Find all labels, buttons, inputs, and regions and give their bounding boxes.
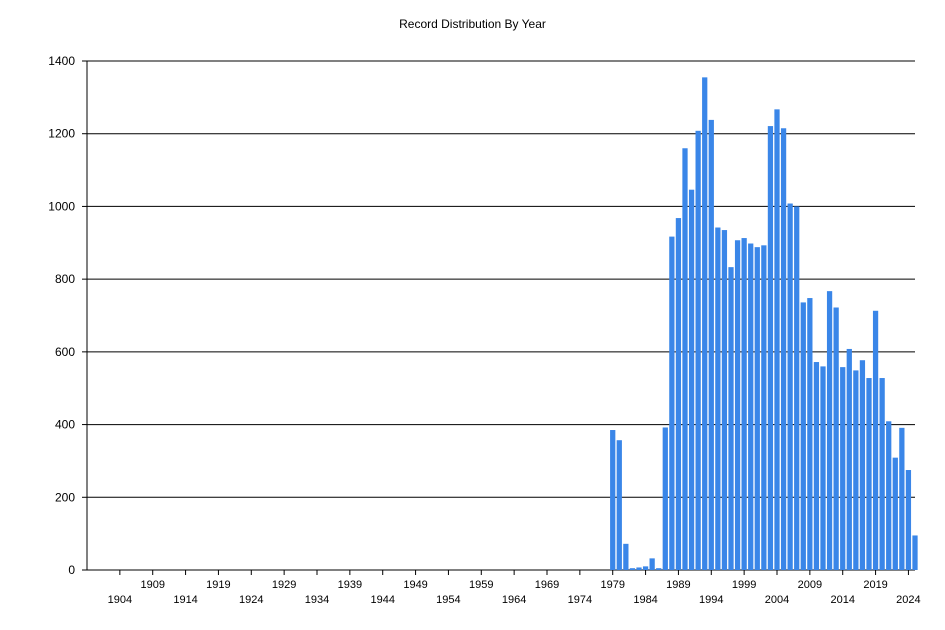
x-tick-label: 1974: [568, 594, 592, 606]
y-tick-label: 1000: [48, 199, 75, 213]
x-tick-label: 1934: [305, 594, 329, 606]
bar-2019: [872, 310, 879, 570]
y-tick-label: 600: [55, 345, 75, 359]
bar-1994: [708, 119, 714, 571]
bar-1982: [629, 568, 636, 570]
bar-1998: [734, 240, 741, 570]
bar-2021: [886, 421, 892, 570]
bar-2024: [905, 470, 912, 570]
x-tick-label: 1964: [502, 594, 526, 606]
x-tick-label: 1999: [732, 579, 756, 591]
bar-2020: [879, 378, 885, 570]
bar-1986: [656, 568, 662, 570]
x-tick-label: 1924: [239, 594, 263, 606]
bar-1985: [649, 558, 655, 570]
bar-1996: [721, 230, 728, 570]
bar-2015: [846, 348, 852, 570]
bar-2007: [794, 206, 800, 570]
bar-2013: [833, 307, 839, 570]
bar-2010: [813, 362, 820, 570]
bar-2011: [820, 366, 826, 570]
bar-1997: [728, 267, 734, 570]
bar-1980: [616, 440, 622, 570]
bar-1988: [669, 236, 675, 571]
bar-1993: [702, 77, 708, 570]
bar-2025: [912, 535, 918, 570]
x-tick-label: 2004: [765, 594, 789, 606]
bar-2014: [840, 367, 846, 570]
bar-1999: [741, 238, 747, 571]
x-tick-label: 2019: [863, 579, 887, 591]
bar-2002: [761, 245, 767, 570]
bar-1981: [623, 543, 629, 570]
x-tick-label: 1914: [173, 594, 197, 606]
x-tick-label: 1984: [633, 594, 657, 606]
y-tick-label: 200: [55, 490, 75, 504]
bar-2004: [774, 109, 780, 570]
bar-2023: [899, 427, 905, 570]
x-tick-label: 1949: [403, 579, 427, 591]
y-tick-label: 800: [55, 272, 75, 286]
x-tick-label: 1909: [140, 579, 164, 591]
bar-2006: [787, 203, 793, 570]
x-tick-label: 2009: [798, 579, 822, 591]
bar-2001: [754, 247, 760, 571]
x-tick-label: 1929: [272, 579, 296, 591]
bar-1990: [682, 148, 688, 570]
x-tick-label: 1979: [600, 579, 624, 591]
bar-1989: [675, 218, 682, 570]
bar-1987: [662, 427, 668, 570]
bar-1983: [636, 567, 642, 570]
x-tick-label: 1954: [436, 594, 460, 606]
bar-1979: [610, 430, 616, 570]
x-tick-label: 1904: [108, 594, 132, 606]
y-tick-label: 400: [55, 418, 75, 432]
x-tick-label: 1994: [699, 594, 723, 606]
bar-2018: [866, 378, 872, 570]
bar-2012: [826, 291, 833, 570]
bar-2000: [748, 243, 754, 570]
chart-title: Record Distribution By Year: [399, 17, 546, 31]
bar-2005: [780, 128, 787, 570]
x-tick-label: 1939: [338, 579, 362, 591]
bar-1995: [715, 227, 721, 570]
x-tick-label: 2014: [830, 594, 854, 606]
x-tick-label: 1959: [469, 579, 493, 591]
x-tick-label: 1919: [206, 579, 230, 591]
y-tick-label: 0: [68, 563, 75, 577]
bar-2016: [853, 370, 859, 570]
y-tick-label: 1400: [48, 54, 75, 68]
bar-2008: [800, 302, 806, 570]
bar-1991: [688, 189, 695, 570]
x-tick-label: 1989: [666, 579, 690, 591]
x-tick-label: 1969: [535, 579, 559, 591]
bar-2003: [767, 126, 774, 570]
bar-1992: [695, 130, 701, 570]
bar-1984: [642, 566, 649, 570]
y-tick-label: 1200: [48, 127, 75, 141]
bar-2017: [859, 360, 866, 570]
x-tick-label: 1944: [370, 594, 394, 606]
bar-2009: [807, 298, 813, 570]
bar-2022: [892, 457, 898, 570]
x-tick-label: 2024: [896, 594, 920, 606]
